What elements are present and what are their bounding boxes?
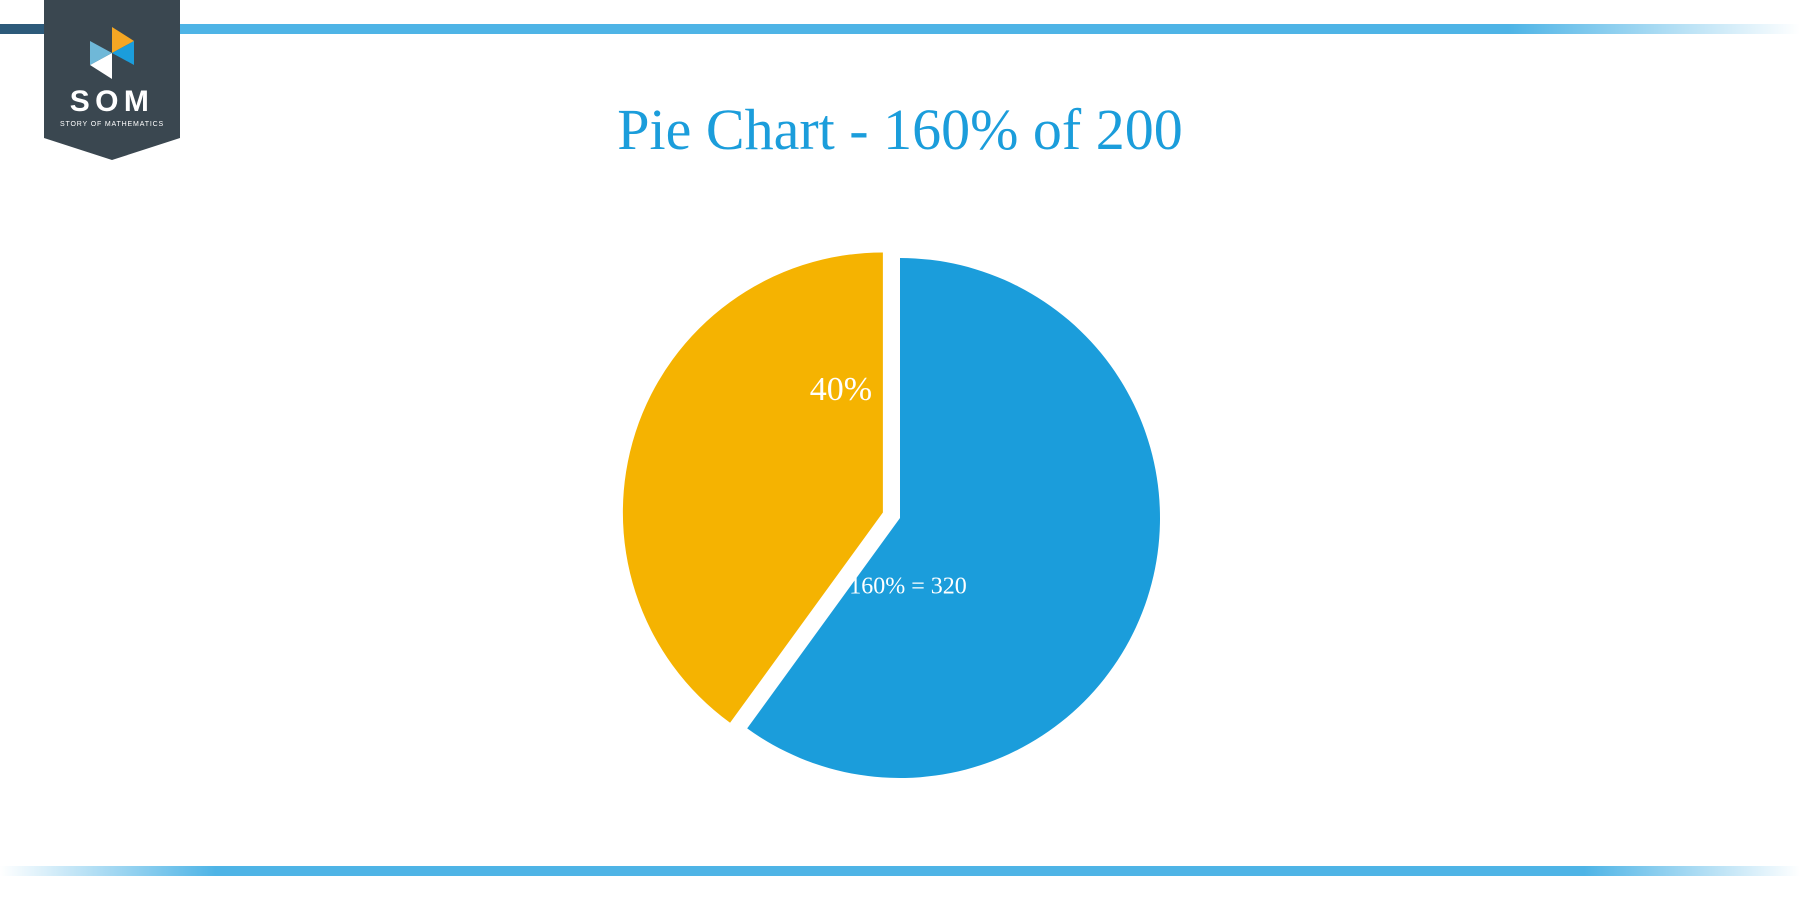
pie-slice-label: 160% = 320: [849, 574, 967, 600]
brand-tagline: STORY OF MATHEMATICS: [60, 121, 164, 128]
header-bar: [0, 24, 1800, 34]
brand-name: SOM: [70, 85, 155, 119]
header-bar-main: [180, 24, 1800, 34]
pie-chart: 40% 160% = 320: [612, 230, 1188, 811]
pie-svg: 40% 160% = 320: [612, 230, 1188, 806]
brand-logo-icon: [86, 27, 138, 79]
chart-title: Pie Chart - 160% of 200: [0, 96, 1800, 163]
footer-bar: [0, 866, 1800, 876]
pie-slice-label: 40%: [810, 371, 872, 408]
